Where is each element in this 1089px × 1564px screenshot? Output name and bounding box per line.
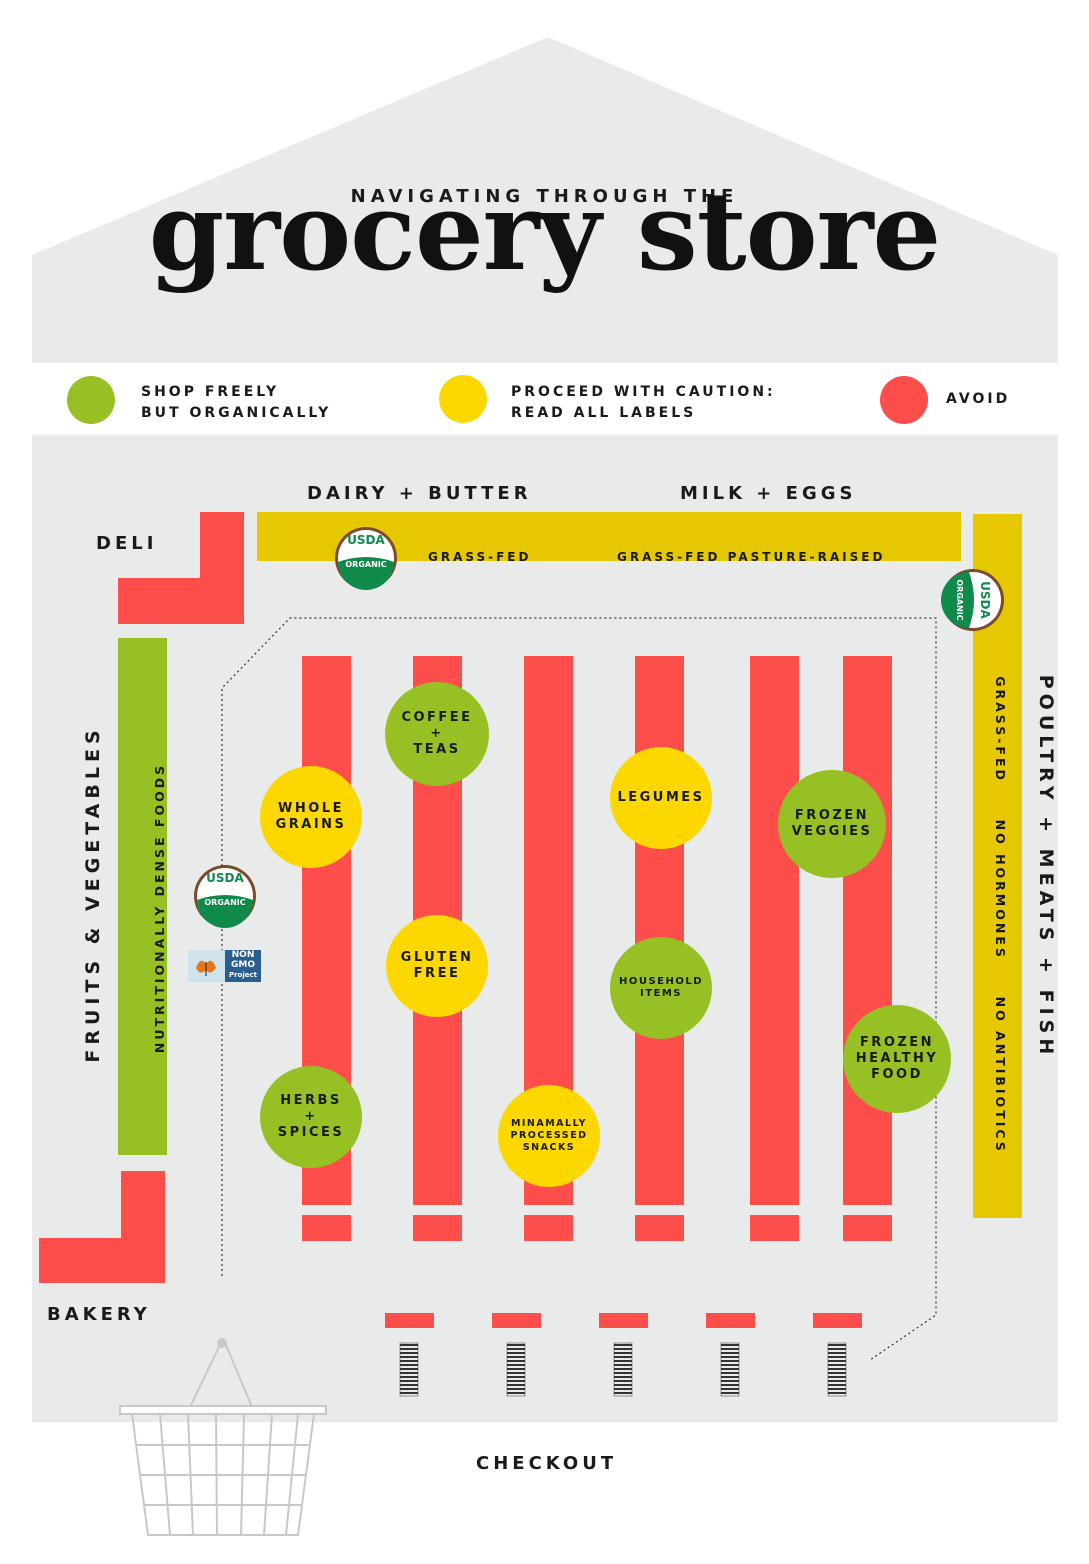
item-label-gluten-free: GLUTEN FREE <box>400 949 474 981</box>
usda-dairy-top: USDA <box>347 532 385 547</box>
aisle-end-4 <box>635 1215 684 1241</box>
page-title: grocery store <box>148 169 942 295</box>
checkout-counter-5 <box>813 1313 862 1328</box>
item-label-frozen-veggies: FROZEN VEGGIES <box>791 807 873 839</box>
checkout-label: CHECKOUT <box>476 1453 618 1474</box>
item-circle-household <box>610 937 712 1039</box>
item-circle-snacks <box>498 1085 600 1187</box>
usda-poultry-top: USDA <box>978 581 993 619</box>
aisle-end-1 <box>302 1215 351 1241</box>
usda-badge-dairy <box>335 527 397 590</box>
legend-red-line1: AVOID <box>946 391 1011 407</box>
usda-poultry-bottom: ORGANIC <box>955 579 964 621</box>
legend-green-line1: SHOP FREELY <box>141 384 280 400</box>
basket-icon <box>119 1338 327 1536</box>
nongmo-text-3: Project <box>228 970 258 979</box>
dairy-label: DAIRY + BUTTER <box>307 483 532 504</box>
aisle-6 <box>843 656 892 1205</box>
legend-yellow-dot <box>439 375 487 423</box>
non-gmo-badge <box>188 950 261 982</box>
aisle-4 <box>635 656 684 1205</box>
subtitle: NAVIGATING THROUGH THE <box>350 186 739 207</box>
item-circle-herbs <box>260 1066 362 1168</box>
aisle-item-circles <box>260 682 951 1187</box>
bakery-label: BAKERY <box>47 1304 151 1325</box>
poultry-shelf <box>973 514 1022 1218</box>
produce-label: FRUITS & VEGETABLES <box>82 725 104 1063</box>
item-circle-whole-grains <box>260 766 362 868</box>
aisle-5 <box>750 656 799 1205</box>
poultry-note: GRASS-FED NO HORMONES NO ANTIBIOTICS <box>993 676 1008 1154</box>
item-label-frozen-healthy: FROZEN HEALTHY FOOD <box>855 1034 939 1083</box>
register-2 <box>506 1342 526 1397</box>
produce-note: NUTRITIONALLY DENSE FOODS <box>152 762 167 1054</box>
item-circle-frozen-healthy <box>843 1005 951 1113</box>
deli-counter <box>118 512 244 624</box>
aisle-end-6 <box>843 1215 892 1241</box>
register-3 <box>613 1342 633 1397</box>
usda-produce-bottom: ORGANIC <box>204 898 246 907</box>
item-label-herbs: HERBS + SPICES <box>277 1092 345 1141</box>
register-1 <box>399 1342 419 1397</box>
register-5 <box>827 1342 847 1397</box>
aisle-end-3 <box>524 1215 573 1241</box>
legend-yellow-line1: PROCEED WITH CAUTION: <box>511 384 776 400</box>
item-circle-coffee <box>385 682 489 786</box>
checkout-counter-1 <box>385 1313 434 1328</box>
shopping-route <box>221 617 937 1361</box>
nongmo-text-2: GMO <box>231 959 255 970</box>
deli-label: DELI <box>96 533 158 554</box>
legend-red-dot <box>880 376 928 424</box>
legend-green-line2: BUT ORGANICALLY <box>141 405 332 421</box>
checkout-counter-3 <box>599 1313 648 1328</box>
milk-note: GRASS-FED PASTURE-RAISED <box>617 550 886 564</box>
aisle-end-5 <box>750 1215 799 1241</box>
bakery-counter <box>39 1171 165 1283</box>
milk-eggs-label: MILK + EGGS <box>680 483 857 504</box>
register-4 <box>720 1342 740 1397</box>
produce-shelf <box>118 638 167 1155</box>
aisle-end-2 <box>413 1215 462 1241</box>
roof-header <box>32 37 1058 363</box>
item-circle-legumes <box>610 747 712 849</box>
dairy-note-grass-fed: GRASS-FED <box>428 550 532 564</box>
legend-yellow-line2: READ ALL LABELS <box>511 405 697 421</box>
checkout-counter-4 <box>706 1313 755 1328</box>
usda-badge-produce <box>194 865 256 928</box>
poultry-label: POULTRY + MEATS + FISH <box>1035 674 1057 1060</box>
item-circle-gluten-free <box>386 915 488 1017</box>
item-label-snacks: MINAMALLY PROCESSED SNACKS <box>510 1118 588 1153</box>
item-label-whole-grains: WHOLE GRAINS <box>275 800 347 832</box>
legend-green-dot <box>67 376 115 424</box>
usda-badge-poultry <box>941 569 1004 631</box>
checkout-counter-2 <box>492 1313 541 1328</box>
usda-dairy-bottom: ORGANIC <box>345 560 387 569</box>
item-label-coffee: COFFEE + TEAS <box>401 709 473 758</box>
item-label-household: HOUSEHOLD ITEMS <box>618 975 704 1000</box>
usda-produce-top: USDA <box>206 870 244 885</box>
item-label-legumes: LEGUMES <box>617 789 705 805</box>
nongmo-text-1: NON <box>231 949 255 960</box>
item-circle-frozen-veggies <box>778 770 886 878</box>
